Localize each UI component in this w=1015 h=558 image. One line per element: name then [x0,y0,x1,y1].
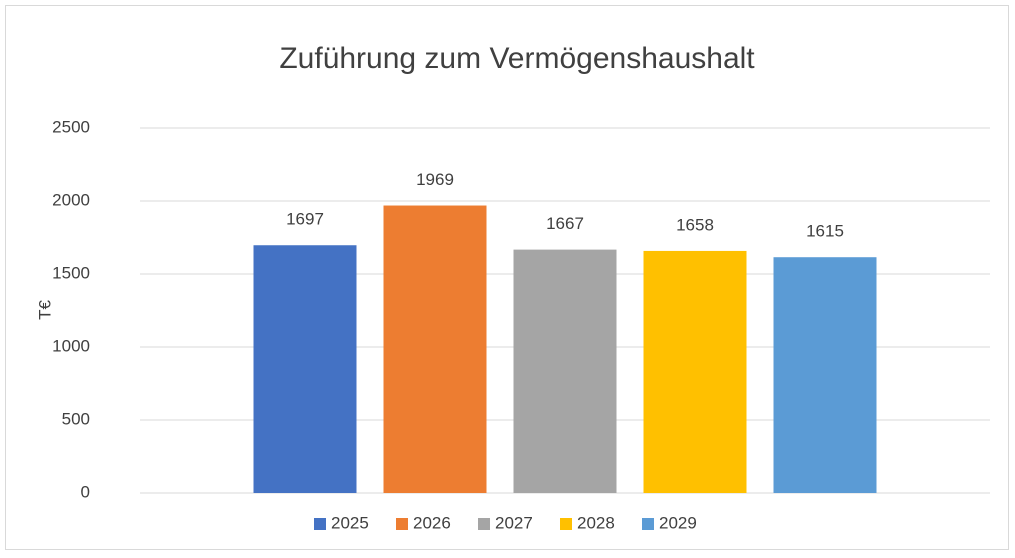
legend-swatch [314,518,326,530]
y-tick-label: 2000 [52,190,90,209]
data-label: 1667 [546,214,584,233]
y-tick-label: 2500 [52,117,90,136]
legend-label: 2026 [413,513,451,532]
data-label: 1697 [286,210,324,229]
legend-swatch [560,518,572,530]
legend-swatch [642,518,654,530]
bar [513,249,617,493]
y-axis-label: T€ [35,300,54,320]
legend-label: 2025 [331,513,369,532]
bar [643,250,747,493]
y-tick-label: 1500 [52,263,90,282]
y-tick-label: 0 [81,482,90,501]
chart-title: Zuführung zum Vermögenshaushalt [279,42,755,75]
y-tick-label: 500 [62,409,90,428]
bar [773,257,877,493]
bar [253,245,357,493]
legend-swatch [396,518,408,530]
bar [383,205,487,493]
legend-swatch [478,518,490,530]
legend-label: 2028 [577,513,615,532]
data-label: 1615 [806,222,844,241]
y-tick-label: 1000 [52,336,90,355]
data-label: 1969 [416,170,454,189]
data-label: 1658 [676,215,714,234]
legend-label: 2029 [659,513,697,532]
legend-label: 2027 [495,513,533,532]
